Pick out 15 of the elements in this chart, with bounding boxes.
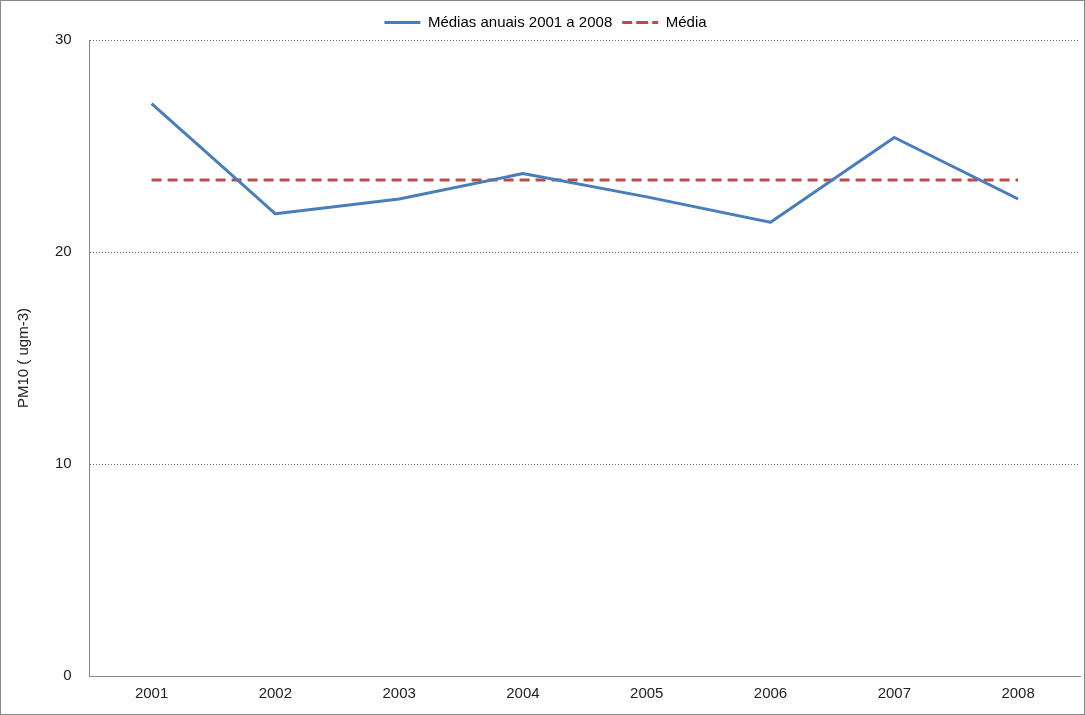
y-axis-title: PM10 ( ugm-3) [14,307,32,409]
x-tick-label: 2002 [258,684,293,702]
legend-label: Média [665,12,708,30]
y-tick-label: 20 [55,242,72,260]
x-tick-label: 2005 [630,684,664,702]
x-tick-label: 2004 [506,684,540,702]
y-tick-label: 30 [55,30,72,48]
legend-label: Médias anuais 2001 a 2008 [427,12,613,30]
x-tick-label: 2001 [134,684,169,702]
x-tick-label: 2008 [1001,684,1035,702]
x-tick-label: 2007 [877,684,911,702]
y-tick-label: 10 [55,454,72,472]
x-tick-label: 2003 [382,684,416,702]
y-tick-label: 0 [63,666,72,684]
x-tick-label: 2006 [753,684,788,702]
